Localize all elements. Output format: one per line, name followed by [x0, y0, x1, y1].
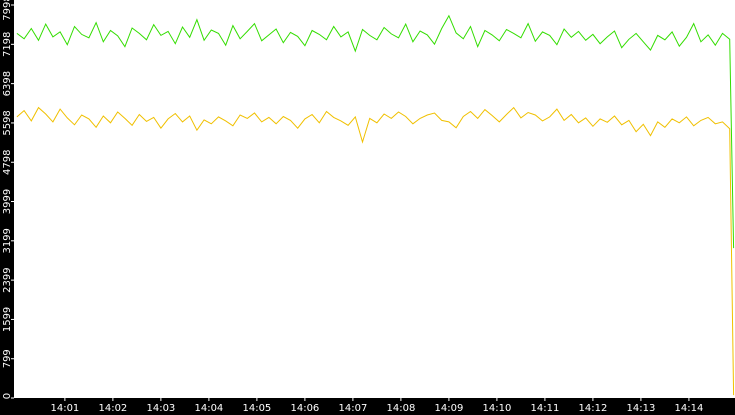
x-tick-label: 14:01: [50, 403, 79, 414]
x-tick-label: 14:04: [194, 403, 223, 414]
y-tick-label: 1599: [2, 307, 13, 332]
x-tick-label: 14:10: [482, 403, 511, 414]
series-line: [16, 14, 735, 249]
x-tick-label: 14:09: [434, 403, 463, 414]
x-tick-label: 14:13: [627, 403, 656, 414]
y-tick-label: 0: [2, 393, 13, 399]
plot-area: [14, 0, 735, 398]
x-tick-label: 14:06: [290, 403, 319, 414]
y-tick-label: 7198: [2, 32, 13, 57]
x-tick-label: 14:03: [146, 403, 175, 414]
x-tick-label: 14:02: [98, 403, 127, 414]
y-tick-label: 6398: [2, 71, 13, 96]
y-tick-label: 3999: [2, 189, 13, 214]
x-tick-label: 14:14: [675, 403, 704, 414]
y-tick-label: 799: [2, 349, 13, 368]
y-tick-label: 7998: [2, 0, 13, 21]
x-tick-label: 14:07: [338, 403, 367, 414]
series-line: [16, 106, 735, 396]
y-tick-label: 3199: [2, 228, 13, 253]
x-tick-label: 14:08: [386, 403, 415, 414]
y-tick-label: 2399: [2, 267, 13, 292]
x-tick-label: 14:05: [242, 403, 271, 414]
y-tick-label: 4798: [2, 150, 13, 175]
x-tick-label: 14:11: [530, 403, 559, 414]
y-tick-label: 5598: [2, 110, 13, 135]
x-tick-label: 14:12: [578, 403, 607, 414]
